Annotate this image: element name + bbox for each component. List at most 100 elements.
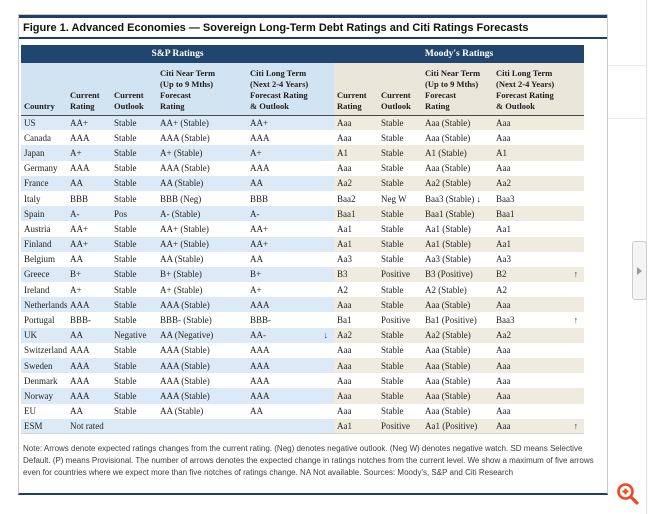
cell-country: ESM <box>21 418 67 434</box>
cell-sp-long-term: AA+ <box>247 236 335 252</box>
cell-moodys-near-term: Baa3 (Stable) ↓ <box>422 190 494 207</box>
cell-sp-long-term: B+ <box>247 266 335 283</box>
cell-sp-near-term: AAA (Stable) <box>157 160 247 176</box>
cell-value: AA <box>250 406 263 417</box>
cell-value: Aa1 <box>496 239 512 250</box>
cell-sp-current-outlook: Stable <box>111 190 157 207</box>
cell-sp-near-term: AAA (Stable) <box>157 130 247 146</box>
cell-moodys-current-outlook: Stable <box>378 358 423 374</box>
cell-moodys-current-rating: B3 <box>334 266 379 283</box>
cell-sp-current-rating: A+ <box>67 282 111 298</box>
cell-moodys-long-term: ↑ Baa3 <box>493 312 585 328</box>
cell-sp-near-term: AAA (Stable) <box>157 358 247 374</box>
cell-country: UK <box>21 327 67 343</box>
zoom-in-button[interactable] <box>615 481 641 507</box>
cell-moodys-current-outlook: Stable <box>378 236 423 252</box>
table-row: Norway AAA Stable AAA (Stable) AAA Aaa Stable A… <box>21 388 585 404</box>
cell-moodys-near-term: Aaa (Stable) <box>422 358 494 374</box>
cell-value: Baa3 <box>496 193 515 204</box>
group-header-sp: S&P Ratings <box>21 45 335 63</box>
cell-moodys-current-outlook: Stable <box>378 388 423 404</box>
cell-sp-current-rating: BBB- <box>67 312 111 328</box>
cell-value: AA+ <box>250 239 269 250</box>
cell-value: AA+ <box>250 223 269 234</box>
table-row: Portugal BBB- Stable BBB- (Stable) BBB- Ba1 Po… <box>21 312 585 328</box>
cell-sp-current-rating: AA <box>67 403 111 419</box>
cell-sp-long-term: AA <box>247 175 335 191</box>
cell-sp-current-rating: AAA <box>67 388 111 404</box>
cell-sp-current-outlook: Pos <box>111 206 157 222</box>
cell-moodys-long-term: Aa3 <box>493 251 585 267</box>
cell-sp-long-term: AAA <box>247 342 335 358</box>
cell-sp-long-term: BBB- <box>247 312 335 328</box>
expand-panel-handle[interactable] <box>632 241 647 300</box>
table-row: ESM Not rated Aa1 Positive Aa1 (Positive) ↑ Aa… <box>21 418 585 434</box>
cell-moodys-near-term: Baa1 (Stable) <box>422 206 494 222</box>
cell-moodys-long-term: Aaa <box>493 115 585 131</box>
cell-sp-current-rating: B+ <box>67 266 111 283</box>
cell-sp-current-rating: AA <box>67 327 111 343</box>
cell-country: Portugal <box>21 312 67 328</box>
cell-moodys-near-term: Aaa (Stable) <box>422 297 494 313</box>
cell-sp-current-outlook: Stable <box>111 236 157 252</box>
cell-sp-near-term: AA (Stable) <box>157 175 247 191</box>
cell-moodys-current-rating: Aa2 <box>334 175 379 191</box>
cell-country: Greece <box>21 266 67 283</box>
cell-moodys-current-rating: Baa2 <box>334 190 379 207</box>
cell-moodys-current-outlook: Stable <box>378 327 423 343</box>
cell-moodys-near-term: Ba1 (Positive) <box>422 312 494 328</box>
cell-moodys-current-outlook: Neg W <box>378 190 423 207</box>
cell-moodys-near-term: Aa3 (Stable) <box>422 251 494 267</box>
cell-country: EU <box>21 403 67 419</box>
cell-moodys-long-term: Aaa <box>493 160 585 176</box>
column-header-row: Country Current Rating Current Outlook C… <box>21 63 585 116</box>
table-row: Switzerland AAA Stable AAA (Stable) AAA Aaa St… <box>21 342 585 358</box>
cell-sp-current-outlook: Stable <box>111 175 157 191</box>
cell-value: A+ <box>250 284 262 295</box>
col-header-moodys-near-term: Citi Near Term (Up to 9 Mths) Forecast R… <box>422 63 494 116</box>
cell-sp-long-term: BBB <box>247 190 335 207</box>
cell-sp-current-rating: AA+ <box>67 236 111 252</box>
cell-moodys-near-term: Aa2 (Stable) <box>422 175 494 191</box>
cell-moodys-long-term: Aaa <box>493 342 585 358</box>
cell-country: Sweden <box>21 358 67 374</box>
cell-sp-current-rating: AA <box>67 251 111 267</box>
cell-moodys-long-term: Aaa <box>493 388 585 404</box>
table-row: Belgium AA Stable AA (Stable) AA Aa3 Stable Aa3… <box>21 251 585 267</box>
cell-sp-long-term: AA+ <box>247 221 335 237</box>
cell-sp-current-rating: AAA <box>67 160 111 176</box>
cell-moodys-current-rating: Aaa <box>334 115 379 131</box>
cell-sp-current-rating: Not rated <box>67 418 111 434</box>
up-arrow-icon: ↑ <box>573 315 579 326</box>
cell-sp-current-outlook: Stable <box>111 312 157 328</box>
cell-moodys-near-term: Aaa (Stable) <box>422 403 494 419</box>
cell-country: France <box>21 175 67 191</box>
cell-sp-long-term: ↓ AA- <box>247 327 335 343</box>
cell-sp-near-term: A+ (Stable) <box>157 282 247 298</box>
cell-moodys-near-term: B3 (Positive) <box>422 266 494 283</box>
cell-moodys-current-rating: Aaa <box>334 403 379 419</box>
cell-country: Ireland <box>21 282 67 298</box>
cell-sp-current-outlook: Stable <box>111 403 157 419</box>
cell-sp-long-term: AA+ <box>247 115 335 131</box>
cell-moodys-current-outlook: Stable <box>378 145 423 161</box>
cell-moodys-current-rating: Aa1 <box>334 236 379 252</box>
cell-value: Aaa <box>496 132 511 143</box>
cell-country: US <box>21 115 67 131</box>
cell-country: Austria <box>21 221 67 237</box>
table-row: Greece B+ Stable B+ (Stable) B+ B3 Positive B3 … <box>21 266 585 283</box>
cell-moodys-long-term: A1 <box>493 145 585 161</box>
cell-value: B2 <box>496 269 507 280</box>
cell-moodys-near-term: Aaa (Stable) <box>422 115 494 131</box>
cell-value: AAA <box>250 360 270 371</box>
cell-value: Aaa <box>496 421 511 432</box>
col-header-moodys-current-rating: Current Rating <box>334 63 379 116</box>
cell-value: AAA <box>250 299 270 310</box>
cell-sp-current-rating: AAA <box>67 297 111 313</box>
table-row: Canada AAA Stable AAA (Stable) AAA Aaa Stable A… <box>21 130 585 146</box>
cell-value: Aa2 <box>496 330 512 341</box>
table-row: UK AA Negative AA (Negative) ↓ AA- Aa2 Stable Aa… <box>21 327 585 343</box>
cell-sp-current-outlook: Stable <box>111 115 157 131</box>
cell-value: Aaa <box>496 163 511 174</box>
cell-value: A2 <box>496 284 508 295</box>
